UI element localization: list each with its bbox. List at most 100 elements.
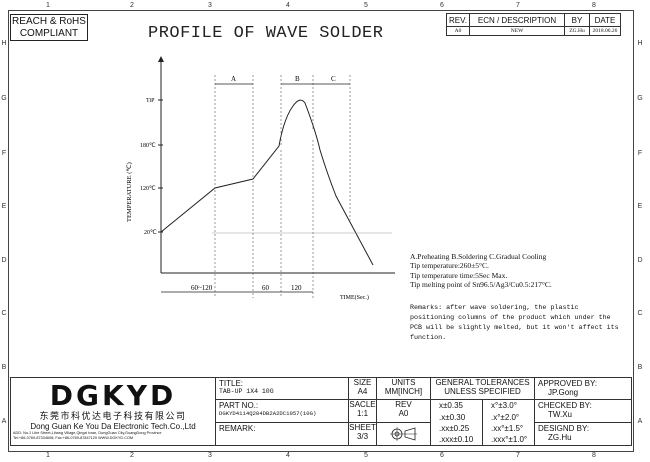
y-tick-label-tip: TiP xyxy=(146,98,155,104)
designed-label: DESIGND BY: xyxy=(538,424,590,433)
zone-col-4-bottom: 4 xyxy=(286,452,290,459)
zone-row-F-left: F xyxy=(1,150,7,157)
compliance-line-2: COMPLIANT xyxy=(19,28,79,39)
zone-row-F-right: F xyxy=(637,150,643,157)
tolerance-title: GENERAL TOLERANCES xyxy=(435,378,530,387)
zone-col-2-top: 2 xyxy=(130,2,134,9)
company-logo: DGKYD xyxy=(49,379,177,412)
scale-label: SACLE xyxy=(349,400,376,409)
remarks: Remarks: after wave soldering, the plast… xyxy=(410,303,630,343)
y-axis-title: TEMPERATURE (℃) xyxy=(126,162,133,222)
zone-b-label: B xyxy=(295,75,300,83)
sheet-cell: SHEET 3/3 xyxy=(349,423,377,445)
zone-col-6-bottom: 6 xyxy=(440,452,444,459)
remark-cell: REMARK: xyxy=(216,423,349,445)
approved-label: APPROVED BY: xyxy=(538,379,598,388)
zone-row-D-left: D xyxy=(1,257,7,264)
remark-label: REMARK: xyxy=(219,424,256,433)
tolerance-value: .xxx°±1.0° xyxy=(483,434,535,446)
compliance-badge: REACH & RoHS COMPLIANT xyxy=(10,14,88,41)
remark-line: Remarks: after wave soldering, the plast… xyxy=(410,304,579,312)
tolerance-header: GENERAL TOLERANCES UNLESS SPECIFIED xyxy=(431,378,535,400)
zone-row-G-right: G xyxy=(637,95,643,102)
zone-col-7-top: 7 xyxy=(516,2,520,9)
zone-col-1-top: 1 xyxy=(46,2,50,9)
company-cell: DGKYD 东莞市科优达电子科技有限公司 Dong Guan Ke You Da… xyxy=(11,378,216,445)
remark-line: positioning columns of the product which… xyxy=(410,314,611,322)
size-label: SIZE xyxy=(353,378,372,387)
zone-guides xyxy=(214,75,351,220)
zone-row-H-right: H xyxy=(637,40,643,47)
projection-cell xyxy=(377,423,431,445)
units-label: UNITS xyxy=(391,378,416,387)
title-cell: TITLE: TAB-UP 1X4 10G xyxy=(216,378,349,400)
rev-cell: REV A0 xyxy=(377,400,431,423)
zone-col-1-bottom: 1 xyxy=(46,452,50,459)
zone-row-D-right: D xyxy=(637,257,643,264)
zone-row-B-right: B xyxy=(637,364,643,371)
note-line: Tip temperature time:5Sec Max. xyxy=(410,270,508,280)
units-value: MM[INCH] xyxy=(384,387,423,396)
tolerance-value: .xx°±1.5° xyxy=(483,423,535,435)
dim-label-120: 120 xyxy=(291,284,302,292)
units-cell: UNITS MM[INCH] xyxy=(377,378,431,400)
drawing-frame xyxy=(8,10,634,452)
process-notes: A.Preheating B.Soldering C.Gradual Cooli… xyxy=(410,252,630,289)
zone-a-label: A xyxy=(231,75,236,83)
checked-value: TW.Xu xyxy=(548,410,573,419)
projection-symbol-icon xyxy=(389,427,417,441)
checked-label: CHECKED BY: xyxy=(538,401,592,410)
compliance-line-1: REACH & RoHS xyxy=(12,16,86,27)
dim-label-60-120: 60~120 xyxy=(191,284,213,292)
rev-label: REV xyxy=(395,400,412,409)
remark-line: function. xyxy=(410,334,447,342)
zone-col-2-bottom: 2 xyxy=(130,452,134,459)
zone-row-C-left: C xyxy=(1,310,7,317)
size-value: A4 xyxy=(357,387,368,396)
zone-row-E-right: E xyxy=(637,203,643,210)
rev-row-date: 2018.06.26 xyxy=(589,26,621,36)
y-tick-label-20: 20℃ xyxy=(144,230,157,236)
company-name-cn: 东莞市科优达电子科技有限公司 xyxy=(39,412,187,422)
dim-label-60: 60 xyxy=(262,284,270,292)
part-cell: PART NO.: DGKYD4114Q204DB2A2DC1057(10G) xyxy=(216,400,349,423)
tolerance-value: .x±0.30 xyxy=(431,411,483,423)
part-label: PART NO.: xyxy=(219,401,259,410)
zone-col-4-top: 4 xyxy=(286,2,290,9)
revision-table: REV. ECN / DESCRIPTION BY DATE A0 NEW ZG… xyxy=(446,13,621,36)
temperature-curve xyxy=(160,99,374,266)
zone-col-8-bottom: 8 xyxy=(592,452,596,459)
zone-row-H-left: H xyxy=(1,40,7,47)
company-address: ADD: No.1 Lihe Street,Lihang Village,Qin… xyxy=(13,431,162,435)
company-name-en: Dong Guan Ke You Da Electronic Tech.Co.,… xyxy=(30,422,196,431)
size-cell: SIZE A4 xyxy=(349,378,377,400)
zone-col-3-bottom: 3 xyxy=(208,452,212,459)
y-tick-label-180: 180℃ xyxy=(140,143,156,149)
remark-line: PCB will be slightly melted, but it won'… xyxy=(410,324,619,332)
zone-row-A-left: A xyxy=(1,418,7,425)
drawing-title: PROFILE OF WAVE SOLDER xyxy=(148,24,384,43)
zone-col-3-top: 3 xyxy=(208,2,212,9)
zone-col-6-top: 6 xyxy=(440,2,444,9)
zone-row-A-right: A xyxy=(637,418,643,425)
title-label: TITLE: xyxy=(219,379,244,388)
rev-value: A0 xyxy=(398,409,409,418)
zone-c-label: C xyxy=(331,75,336,83)
tolerance-value: x±0.35 xyxy=(431,400,483,412)
tolerance-value: .x°±2.0° xyxy=(483,411,535,423)
zone-col-5-top: 5 xyxy=(364,2,368,9)
zone-row-B-left: B xyxy=(1,364,7,371)
company-contact: Tel:+86-0769-87334608; Fax:+86-0769-8784… xyxy=(13,436,134,440)
note-line: A.Preheating B.Soldering C.Gradual Cooli… xyxy=(410,252,547,261)
approved-cell: APPROVED BY: JP.Gong xyxy=(535,378,631,400)
title-block: DGKYD 东莞市科优达电子科技有限公司 Dong Guan Ke You Da… xyxy=(10,377,632,446)
checked-cell: CHECKED BY: TW.Xu xyxy=(535,400,631,423)
designed-value: ZG.Hu xyxy=(548,433,572,442)
tolerance-sub: UNLESS SPECIFIED xyxy=(444,387,521,396)
zone-col-8-top: 8 xyxy=(592,2,596,9)
zone-col-7-bottom: 7 xyxy=(516,452,520,459)
sheet-value: 3/3 xyxy=(356,432,369,441)
zone-row-G-left: G xyxy=(1,95,7,102)
scale-value: 1:1 xyxy=(356,409,369,418)
